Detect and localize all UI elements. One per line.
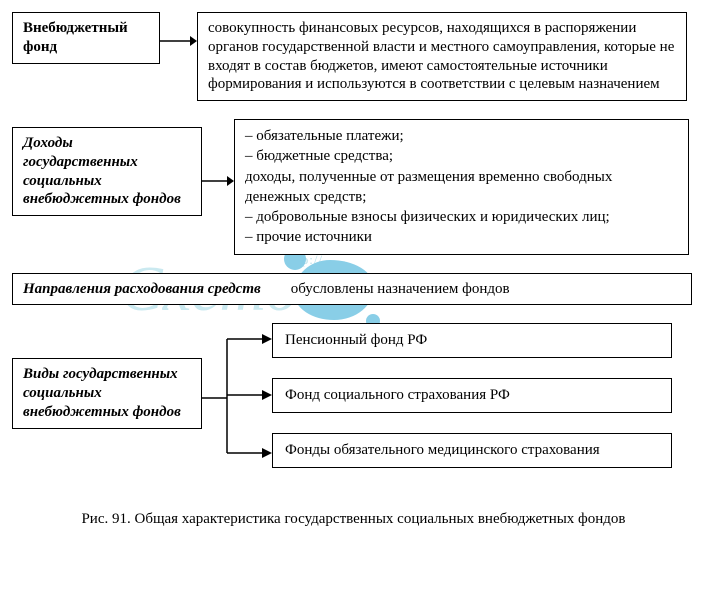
- section-spending: Направления расходования средств обуслов…: [12, 273, 695, 306]
- section-income: Доходы государственных социальных внебюд…: [12, 119, 695, 255]
- section-types: Виды государственных социальных внебюдже…: [12, 323, 695, 493]
- income-items: – обязательные платежи; – бюджетные сред…: [234, 119, 689, 255]
- definition-label: Внебюджетный фонд: [12, 12, 160, 64]
- spending-value: обусловлены назначением фондов: [291, 280, 510, 299]
- income-item: – добровольные взносы физических и юриди…: [245, 207, 678, 227]
- types-branch: Фонд социального страхования РФ: [272, 378, 672, 413]
- arrow-right-icon: [160, 34, 197, 48]
- figure-caption: Рис. 91. Общая характеристика государств…: [12, 511, 695, 528]
- types-branch: Пенсионный фонд РФ: [272, 323, 672, 358]
- section-definition: Внебюджетный фонд совокупность финансовы…: [12, 12, 695, 101]
- spending-label: Направления расходования средств: [23, 280, 291, 299]
- types-branch: Фонды обязательного медицинского страхов…: [272, 433, 672, 468]
- types-label: Виды государственных социальных внебюдже…: [12, 358, 202, 428]
- definition-text: совокупность финансовых ресурсов, находя…: [197, 12, 687, 101]
- income-item: доходы, полученные от размещения временн…: [245, 167, 678, 208]
- income-item: – прочие источники: [245, 227, 678, 247]
- income-item: – обязательные платежи;: [245, 126, 678, 146]
- income-item: – бюджетные средства;: [245, 146, 678, 166]
- income-label: Доходы государственных социальных внебюд…: [12, 127, 202, 216]
- branch-arrows-icon: [202, 323, 272, 493]
- arrow-right-icon: [202, 174, 234, 188]
